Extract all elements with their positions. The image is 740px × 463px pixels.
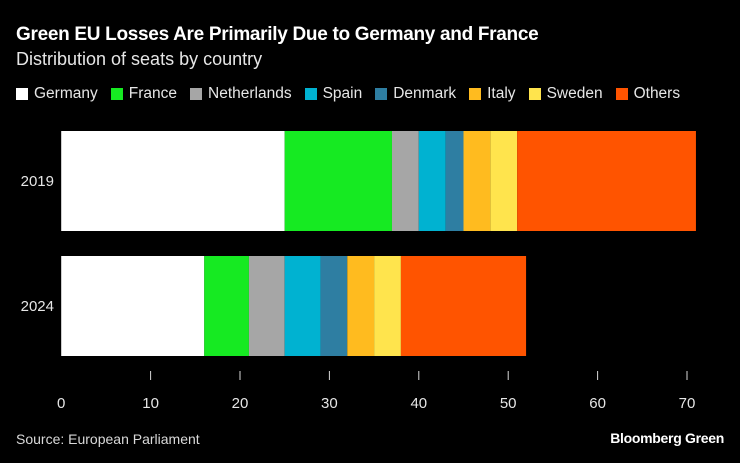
legend-swatch <box>16 88 28 100</box>
x-tick-label: 60 <box>589 395 606 412</box>
bar-segment-2024-denmark <box>320 256 348 356</box>
legend-label: Germany <box>34 85 98 102</box>
legend-swatch <box>110 88 123 100</box>
source-note: Source: European Parliament <box>16 431 200 447</box>
x-tick-label: 10 <box>142 395 159 412</box>
bar-segment-2019-denmark <box>445 131 464 231</box>
legend-item-germany: Germany <box>16 85 98 103</box>
legend-item-others: Others <box>615 85 681 103</box>
bar-segment-2024-spain <box>284 256 321 356</box>
legend-label: Denmark <box>393 85 457 102</box>
bar-segment-2024-france <box>204 256 249 356</box>
legend-label: Spain <box>322 85 363 102</box>
bar-segment-2019-spain <box>418 131 446 231</box>
legend-item-spain: Spain <box>304 85 363 103</box>
chart-title: Green EU Losses Are Primarily Due to Ger… <box>16 24 539 45</box>
bar-segment-2019-france <box>284 131 392 231</box>
legend-label: Italy <box>487 85 516 102</box>
bar-segment-2019-italy <box>463 131 491 231</box>
legend: Germany France Netherlands Spain Denmark Ital… <box>16 85 693 103</box>
x-tick-label: 50 <box>500 395 517 412</box>
bar-segment-2019-others <box>517 131 696 231</box>
legend-swatch <box>469 88 482 100</box>
legend-item-netherlands: Netherlands <box>190 85 292 103</box>
legend-item-france: France <box>110 85 177 103</box>
x-tick-label: 0 <box>57 395 65 412</box>
bar-segment-2019-germany <box>61 131 285 231</box>
bar-segment-2019-sweden <box>490 131 518 231</box>
x-tick-label: 20 <box>232 395 249 412</box>
bar-segment-2024-germany <box>61 256 205 356</box>
bar-segment-2024-sweden <box>374 256 401 356</box>
legend-label: France <box>128 85 177 102</box>
legend-item-denmark: Denmark <box>375 85 456 103</box>
category-label: 2019 <box>21 173 54 190</box>
x-tick-label: 70 <box>679 395 696 412</box>
legend-item-sweden: Sweden <box>528 85 603 103</box>
chart-subtitle: Distribution of seats by country <box>16 49 263 69</box>
legend-label: Sweden <box>546 85 603 102</box>
legend-label: Netherlands <box>208 85 292 102</box>
x-tick-label: 30 <box>321 395 338 412</box>
brand-logo: Bloomberg Green <box>610 430 724 446</box>
legend-item-italy: Italy <box>469 85 516 103</box>
bar-segment-2024-italy <box>347 256 375 356</box>
legend-swatch <box>190 88 202 100</box>
legend-swatch <box>375 88 388 100</box>
category-label: 2024 <box>21 298 54 315</box>
bar-segment-2024-others <box>400 256 527 356</box>
legend-swatch <box>615 88 628 100</box>
bar-segment-2024-netherlands <box>248 256 285 356</box>
x-tick-label: 40 <box>410 395 427 412</box>
bar-segment-2019-netherlands <box>391 131 419 231</box>
legend-swatch <box>528 88 541 100</box>
legend-swatch <box>304 88 317 100</box>
legend-label: Others <box>633 85 681 102</box>
